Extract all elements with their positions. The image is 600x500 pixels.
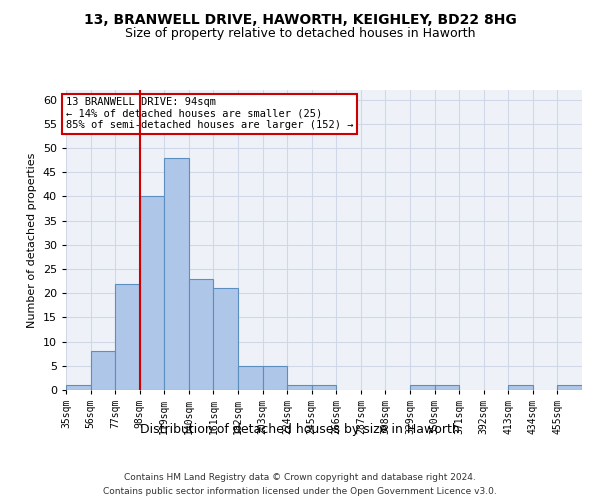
- Bar: [508, 385, 533, 390]
- Bar: [91, 352, 115, 390]
- Bar: [557, 385, 582, 390]
- Bar: [263, 366, 287, 390]
- Bar: [287, 385, 312, 390]
- Text: 13 BRANWELL DRIVE: 94sqm
← 14% of detached houses are smaller (25)
85% of semi-d: 13 BRANWELL DRIVE: 94sqm ← 14% of detach…: [66, 98, 353, 130]
- Bar: [410, 385, 434, 390]
- Bar: [140, 196, 164, 390]
- Text: Contains public sector information licensed under the Open Government Licence v3: Contains public sector information licen…: [103, 486, 497, 496]
- Y-axis label: Number of detached properties: Number of detached properties: [27, 152, 37, 328]
- Bar: [312, 385, 336, 390]
- Bar: [189, 278, 214, 390]
- Text: Contains HM Land Registry data © Crown copyright and database right 2024.: Contains HM Land Registry data © Crown c…: [124, 472, 476, 482]
- Text: 13, BRANWELL DRIVE, HAWORTH, KEIGHLEY, BD22 8HG: 13, BRANWELL DRIVE, HAWORTH, KEIGHLEY, B…: [83, 12, 517, 26]
- Bar: [164, 158, 189, 390]
- Bar: [238, 366, 263, 390]
- Bar: [434, 385, 459, 390]
- Bar: [115, 284, 140, 390]
- Text: Size of property relative to detached houses in Haworth: Size of property relative to detached ho…: [125, 28, 475, 40]
- Bar: [66, 385, 91, 390]
- Text: Distribution of detached houses by size in Haworth: Distribution of detached houses by size …: [140, 422, 460, 436]
- Bar: [214, 288, 238, 390]
